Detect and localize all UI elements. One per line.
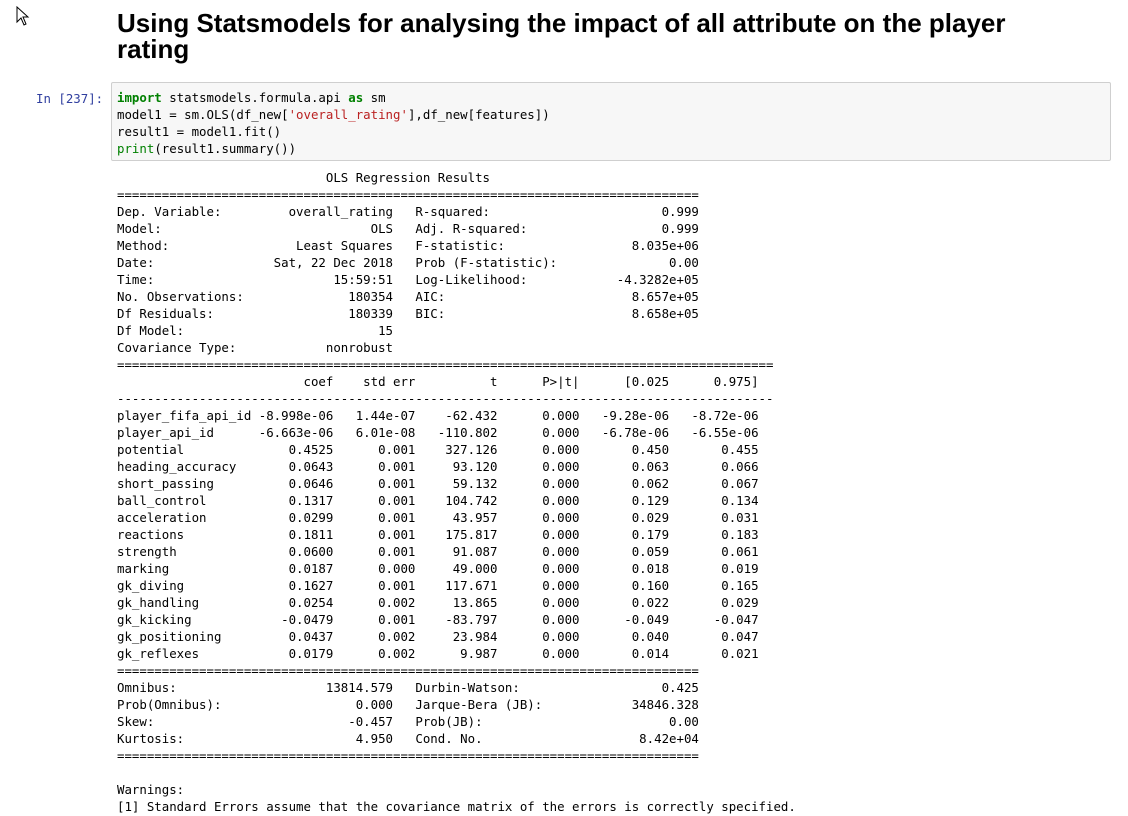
output-line: Df Residuals: 180339 BIC: 8.658e+05 (117, 306, 699, 321)
output-line: Model: OLS Adj. R-squared: 0.999 (117, 221, 699, 236)
code-input-area[interactable] (111, 82, 1111, 161)
mouse-cursor-icon (16, 6, 30, 26)
code-block[interactable]: import statsmodels.formula.api as sm mode… (117, 89, 550, 157)
output-line: player_fifa_api_id -8.998e-06 1.44e-07 -… (117, 408, 759, 423)
output-line: gk_kicking -0.0479 0.001 -83.797 0.000 -… (117, 612, 759, 627)
output-line: Df Model: 15 (117, 323, 699, 338)
code-token: ],df_new[features]) (407, 107, 550, 122)
output-line (117, 764, 796, 781)
output-line: ========================================… (117, 187, 699, 202)
output-line: ========================================… (117, 748, 699, 763)
code-token: result1 = model1.fit() (117, 124, 282, 139)
code-line: result1 = model1.fit() (117, 123, 550, 140)
code-line: import statsmodels.formula.api as sm (117, 89, 550, 106)
output-line: heading_accuracy 0.0643 0.001 93.120 0.0… (117, 459, 759, 474)
output-line: Warnings: (117, 782, 185, 797)
output-line: ========================================… (117, 357, 774, 372)
code-token: import (117, 90, 162, 105)
output-line: Dep. Variable: overall_rating R-squared:… (117, 204, 699, 219)
output-line: ========================================… (117, 663, 699, 678)
output-line: potential 0.4525 0.001 327.126 0.000 0.4… (117, 442, 759, 457)
output-line: Date: Sat, 22 Dec 2018 Prob (F-statistic… (117, 255, 699, 270)
code-line: print(result1.summary()) (117, 140, 550, 157)
output-line: marking 0.0187 0.000 49.000 0.000 0.018 … (117, 561, 759, 576)
output-line: ball_control 0.1317 0.001 104.742 0.000 … (117, 493, 759, 508)
output-line: OLS Regression Results (117, 170, 699, 185)
output-line: coef std err t P>|t| [0.025 0.975] (117, 374, 759, 389)
output-line: gk_handling 0.0254 0.002 13.865 0.000 0.… (117, 595, 759, 610)
markdown-heading: Using Statsmodels for analysing the impa… (117, 8, 1006, 64)
output-line: Covariance Type: nonrobust (117, 340, 699, 355)
output-line: gk_diving 0.1627 0.001 117.671 0.000 0.1… (117, 578, 759, 593)
output-line: [1] Standard Errors assume that the cova… (117, 799, 796, 814)
output-line: Prob(Omnibus): 0.000 Jarque-Bera (JB): 3… (117, 697, 699, 712)
code-token: print (117, 141, 155, 156)
code-token: 'overall_rating' (288, 107, 408, 122)
cell-output: OLS Regression Results =================… (117, 169, 796, 815)
code-token: (result1.summary()) (154, 141, 297, 156)
output-line: Skew: -0.457 Prob(JB): 0.00 (117, 714, 699, 729)
output-line: gk_positioning 0.0437 0.002 23.984 0.000… (117, 629, 759, 644)
code-line: model1 = sm.OLS(df_new['overall_rating']… (117, 106, 550, 123)
output-line: Kurtosis: 4.950 Cond. No. 8.42e+04 (117, 731, 699, 746)
output-line: reactions 0.1811 0.001 175.817 0.000 0.1… (117, 527, 759, 542)
output-line: Method: Least Squares F-statistic: 8.035… (117, 238, 699, 253)
output-line: Omnibus: 13814.579 Durbin-Watson: 0.425 (117, 680, 699, 695)
output-line: acceleration 0.0299 0.001 43.957 0.000 0… (117, 510, 759, 525)
code-token: as (348, 90, 364, 105)
output-line: strength 0.0600 0.001 91.087 0.000 0.059… (117, 544, 759, 559)
input-prompt: In [237]: (36, 91, 104, 106)
code-token: model1 = sm.OLS(df_new[ (117, 107, 289, 122)
output-line: No. Observations: 180354 AIC: 8.657e+05 (117, 289, 699, 304)
output-line: Time: 15:59:51 Log-Likelihood: -4.3282e+… (117, 272, 699, 287)
output-line: short_passing 0.0646 0.001 59.132 0.000 … (117, 476, 759, 491)
code-token: sm (363, 90, 386, 105)
output-line: player_api_id -6.663e-06 6.01e-08 -110.8… (117, 425, 759, 440)
code-token: statsmodels.formula.api (161, 90, 349, 105)
output-line: gk_reflexes 0.0179 0.002 9.987 0.000 0.0… (117, 646, 759, 661)
output-line: ----------------------------------------… (117, 391, 774, 406)
